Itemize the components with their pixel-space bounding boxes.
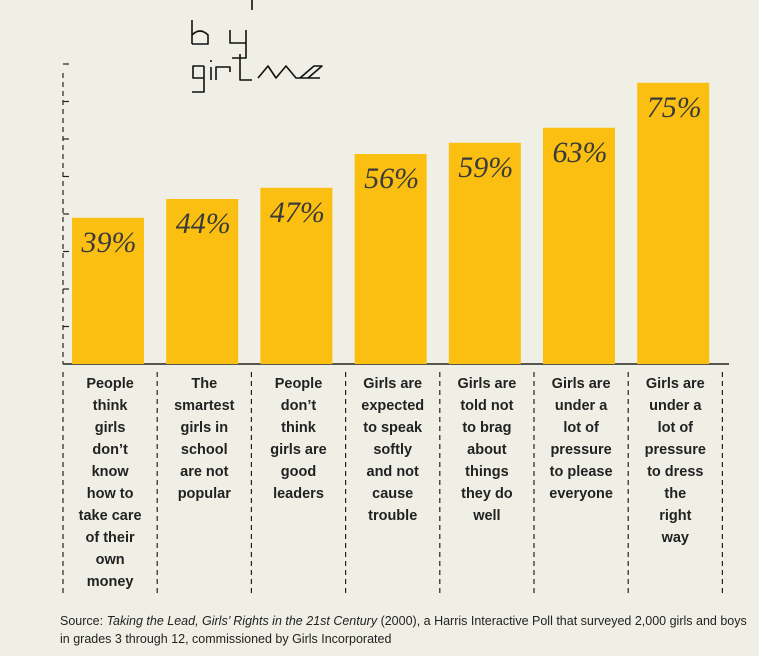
value-label-4: 56% bbox=[364, 162, 419, 195]
category-label-2: The smartest girls in school are not popular bbox=[174, 376, 235, 502]
value-label-5: 59% bbox=[458, 151, 513, 184]
category-label-7: Girls are under a lot of pressure to dress th… bbox=[645, 376, 706, 546]
bar-series: 39% 44% 47% 56% 59% 63% 75% bbox=[72, 82, 710, 364]
category-label-3: People don’t think girls are good leaders bbox=[270, 376, 326, 502]
category-label-6: Girls are under a lot of pressure to please e… bbox=[549, 376, 613, 502]
category-label-4: Girls are expected to speak softly and not ca… bbox=[361, 376, 424, 524]
category-label-1: People think girls don’t know how to take care… bbox=[79, 376, 142, 590]
bar-chart: by girls 39% 44% 47% 56% 59% 63% 75% Peoplethi… bbox=[62, 0, 729, 597]
bar-6 bbox=[543, 127, 615, 364]
category-label-5: Girls are told not to brag about things they … bbox=[457, 376, 516, 524]
bar-3 bbox=[260, 187, 333, 364]
source-note: Source: Taking the Lead, Girls’ Rights i… bbox=[60, 612, 750, 648]
bar-4 bbox=[354, 154, 427, 364]
value-label-6: 63% bbox=[553, 136, 608, 169]
value-label-7: 75% bbox=[647, 91, 702, 124]
bar-2 bbox=[166, 199, 239, 364]
source-prefix: Source: bbox=[60, 614, 107, 628]
title-art: by girls bbox=[191, 0, 323, 93]
value-label-1: 39% bbox=[81, 226, 137, 259]
bar-7 bbox=[637, 82, 710, 364]
category-labels: People think girls don’t know how to take care… bbox=[79, 376, 706, 590]
value-label-2: 44% bbox=[176, 207, 231, 240]
source-title: Taking the Lead, Girls’ Rights in the 21… bbox=[106, 614, 378, 628]
bar-1 bbox=[72, 217, 144, 364]
value-label-3: 47% bbox=[270, 196, 325, 229]
bar-5 bbox=[448, 142, 521, 364]
source-rest: (2000), a Harris Interactive Poll that s… bbox=[60, 614, 747, 646]
